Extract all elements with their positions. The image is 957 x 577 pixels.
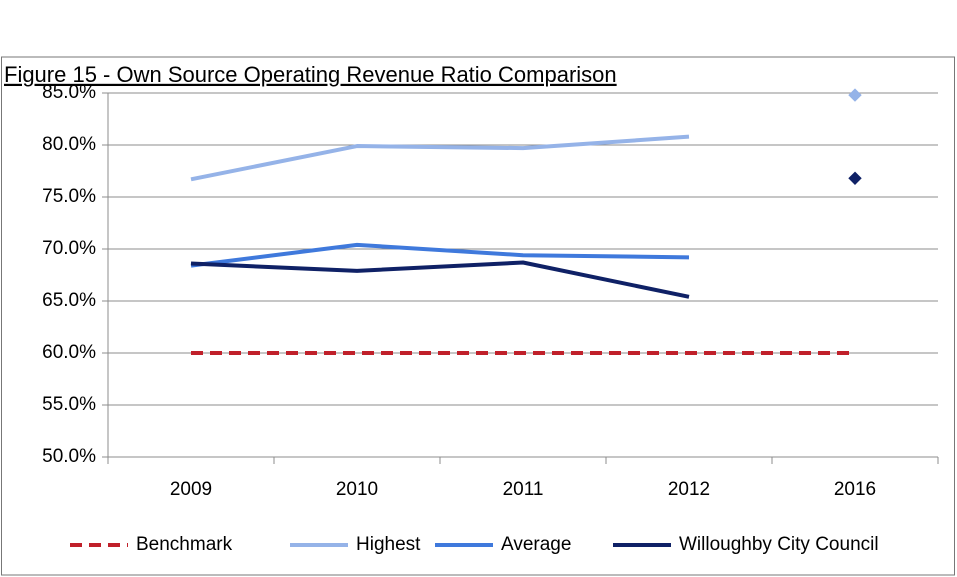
series-line [190, 134, 690, 182]
chart-title: Figure 15 - Own Source Operating Revenue… [4, 62, 617, 87]
legend-label: Willoughby City Council [679, 534, 879, 555]
y-tick-label: 85.0% [42, 82, 96, 103]
legend-label: Benchmark [136, 534, 233, 555]
y-tick-label: 55.0% [42, 394, 96, 415]
x-tick-label: 2016 [834, 479, 876, 500]
x-tick-label: 2012 [668, 479, 710, 500]
series-line [190, 260, 690, 299]
series-line [190, 242, 690, 268]
series-marker [848, 171, 862, 185]
y-tick-label: 70.0% [42, 238, 96, 259]
y-tick-label: 80.0% [42, 134, 96, 155]
y-tick-label: 65.0% [42, 290, 96, 311]
y-tick-label: 75.0% [42, 186, 96, 207]
x-tick-label: 2011 [503, 479, 544, 500]
frame [1, 56, 955, 576]
x-tick-label: 2009 [170, 479, 212, 500]
legend-label: Highest [356, 534, 421, 555]
y-tick-label: 60.0% [42, 342, 96, 363]
y-tick-label: 50.0% [42, 446, 96, 467]
legend-label: Average [501, 534, 571, 555]
series-marker [848, 88, 862, 102]
x-tick-label: 2010 [336, 479, 378, 500]
